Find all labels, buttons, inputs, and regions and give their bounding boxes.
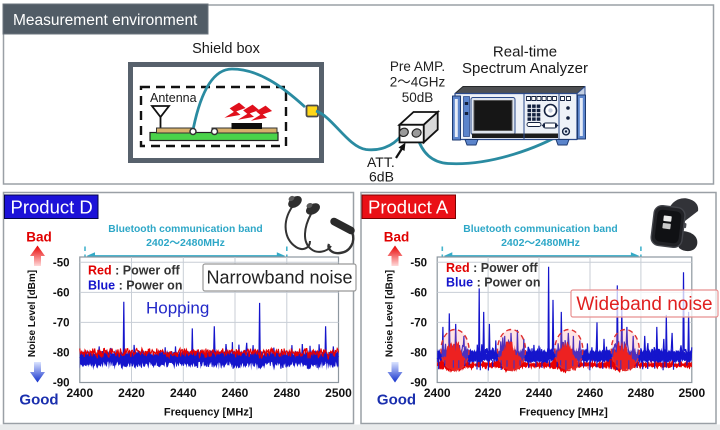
svg-text:2440: 2440 — [526, 386, 553, 400]
svg-text:Red : Power off: Red : Power off — [88, 264, 181, 278]
svg-text:Bad: Bad — [384, 230, 410, 245]
svg-text:Pre AMP.: Pre AMP. — [390, 59, 445, 74]
svg-text:Bad: Bad — [26, 230, 52, 245]
svg-text:2480: 2480 — [628, 386, 655, 400]
svg-text:-90: -90 — [410, 378, 427, 390]
svg-text:Product A: Product A — [368, 197, 449, 218]
svg-text:Spectrum Analyzer: Spectrum Analyzer — [462, 60, 588, 77]
svg-text:Real-time: Real-time — [493, 44, 557, 61]
svg-text:2402～2480MHz: 2402～2480MHz — [501, 237, 580, 249]
svg-text:Bluetooth communication band: Bluetooth communication band — [463, 224, 617, 235]
svg-text:Hopping: Hopping — [146, 299, 209, 318]
svg-text:-80: -80 — [53, 348, 70, 360]
svg-text:2480: 2480 — [273, 386, 300, 400]
svg-text:-70: -70 — [53, 317, 70, 329]
svg-text:ATT.: ATT. — [367, 154, 395, 170]
svg-text:Noise Level [dBm]: Noise Level [dBm] — [385, 270, 396, 357]
svg-text:-60: -60 — [53, 287, 70, 299]
svg-text:2～4GHz: 2～4GHz — [390, 75, 446, 90]
svg-text:-50: -50 — [53, 257, 70, 269]
svg-text:Measurement environment: Measurement environment — [13, 12, 198, 29]
svg-text:-60: -60 — [410, 287, 427, 299]
svg-text:2440: 2440 — [170, 386, 197, 400]
svg-text:2460: 2460 — [577, 386, 604, 400]
svg-text:Frequency [MHz]: Frequency [MHz] — [519, 407, 608, 419]
svg-text:Wideband noise: Wideband noise — [576, 294, 712, 315]
svg-text:-80: -80 — [410, 348, 427, 360]
svg-text:Blue : Power on: Blue : Power on — [446, 276, 540, 290]
svg-text:Red : Power off: Red : Power off — [446, 261, 539, 275]
svg-text:-90: -90 — [53, 378, 70, 390]
svg-text:Noise Level [dBm]: Noise Level [dBm] — [27, 270, 38, 357]
svg-text:Shield box: Shield box — [192, 41, 260, 57]
svg-text:Good: Good — [377, 392, 416, 409]
svg-text:Good: Good — [19, 392, 58, 409]
svg-text:50dB: 50dB — [402, 90, 434, 105]
svg-text:2460: 2460 — [222, 386, 249, 400]
svg-text:-50: -50 — [410, 257, 427, 269]
svg-text:2420: 2420 — [118, 386, 145, 400]
svg-text:Blue : Power on: Blue : Power on — [88, 279, 182, 293]
svg-text:Bluetooth communication band: Bluetooth communication band — [108, 224, 262, 235]
svg-text:2500: 2500 — [325, 386, 352, 400]
svg-text:2420: 2420 — [475, 386, 502, 400]
svg-text:Narrowband noise: Narrowband noise — [206, 268, 352, 288]
svg-text:Product D: Product D — [11, 197, 93, 218]
svg-text:-70: -70 — [410, 317, 427, 329]
svg-text:2400: 2400 — [424, 386, 451, 400]
svg-text:2402～2480MHz: 2402～2480MHz — [146, 237, 225, 249]
svg-text:2500: 2500 — [678, 386, 705, 400]
svg-text:Antenna: Antenna — [150, 91, 197, 105]
svg-text:Frequency [MHz]: Frequency [MHz] — [164, 407, 253, 419]
svg-text:2400: 2400 — [66, 386, 93, 400]
svg-text:6dB: 6dB — [369, 169, 394, 185]
